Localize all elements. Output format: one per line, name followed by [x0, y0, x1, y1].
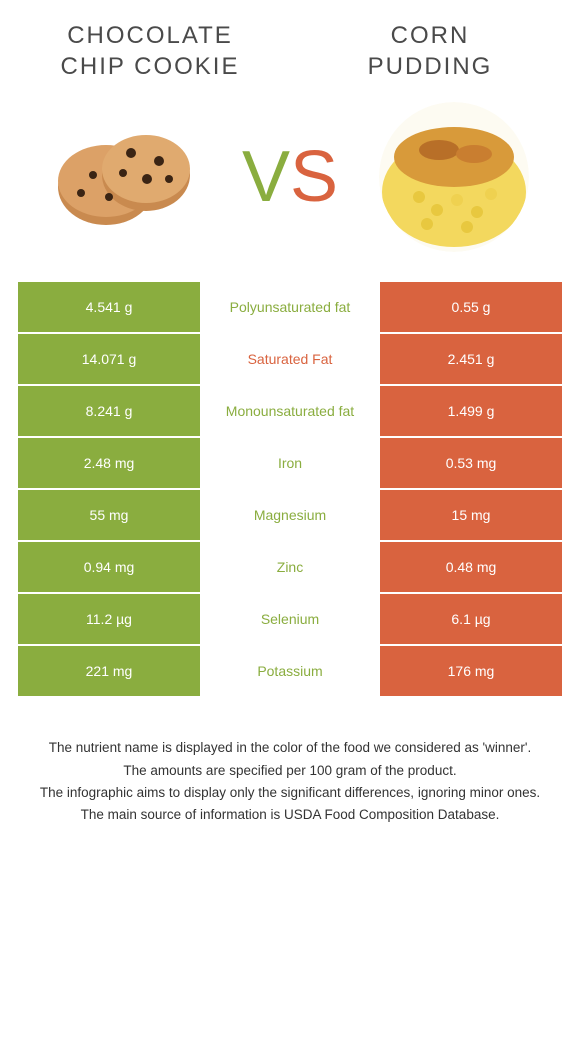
footnotes: The nutrient name is displayed in the co… [0, 738, 580, 825]
left-value: 55 mg [18, 490, 200, 540]
table-row: 8.241 gMonounsaturated fat1.499 g [18, 386, 562, 438]
left-value: 0.94 mg [18, 542, 200, 592]
right-title: CORN PUDDING [330, 20, 530, 82]
table-row: 55 mgMagnesium15 mg [18, 490, 562, 542]
left-value: 4.541 g [18, 282, 200, 332]
nutrient-name: Saturated Fat [200, 334, 380, 384]
right-value: 6.1 µg [380, 594, 562, 644]
left-value: 221 mg [18, 646, 200, 696]
left-value: 11.2 µg [18, 594, 200, 644]
left-title: CHOCOLATE CHIP COOKIE [50, 20, 250, 82]
infographic-container: CHOCOLATE CHIP COOKIE CORN PUDDING VS [0, 0, 580, 825]
nutrient-name: Iron [200, 438, 380, 488]
nutrient-name: Magnesium [200, 490, 380, 540]
nutrient-name: Potassium [200, 646, 380, 696]
nutrient-name: Monounsaturated fat [200, 386, 380, 436]
nutrient-table: 4.541 gPolyunsaturated fat0.55 g14.071 g… [18, 282, 562, 698]
nutrient-name: Polyunsaturated fat [200, 282, 380, 332]
left-value: 14.071 g [18, 334, 200, 384]
table-row: 0.94 mgZinc0.48 mg [18, 542, 562, 594]
header-row: CHOCOLATE CHIP COOKIE CORN PUDDING [0, 20, 580, 82]
right-value: 0.48 mg [380, 542, 562, 592]
footnote-line: The infographic aims to display only the… [26, 783, 554, 803]
footnote-line: The amounts are specified per 100 gram o… [26, 761, 554, 781]
table-row: 11.2 µgSelenium6.1 µg [18, 594, 562, 646]
cookie-icon [51, 117, 201, 237]
footnote-line: The main source of information is USDA F… [26, 805, 554, 825]
right-value: 0.55 g [380, 282, 562, 332]
images-row: VS [0, 102, 580, 252]
footnote-line: The nutrient name is displayed in the co… [26, 738, 554, 758]
right-value: 2.451 g [380, 334, 562, 384]
right-value: 176 mg [380, 646, 562, 696]
table-row: 4.541 gPolyunsaturated fat0.55 g [18, 282, 562, 334]
table-row: 2.48 mgIron0.53 mg [18, 438, 562, 490]
table-row: 221 mgPotassium176 mg [18, 646, 562, 698]
vs-v: V [242, 137, 290, 217]
left-value: 2.48 mg [18, 438, 200, 488]
right-value: 15 mg [380, 490, 562, 540]
left-value: 8.241 g [18, 386, 200, 436]
right-value: 1.499 g [380, 386, 562, 436]
right-food-image [379, 102, 529, 252]
left-food-image [51, 102, 201, 252]
right-value: 0.53 mg [380, 438, 562, 488]
nutrient-name: Selenium [200, 594, 380, 644]
vs-label: VS [242, 136, 338, 218]
table-row: 14.071 gSaturated Fat2.451 g [18, 334, 562, 386]
vs-s: S [290, 137, 338, 217]
nutrient-name: Zinc [200, 542, 380, 592]
corn-pudding-icon [379, 102, 529, 252]
